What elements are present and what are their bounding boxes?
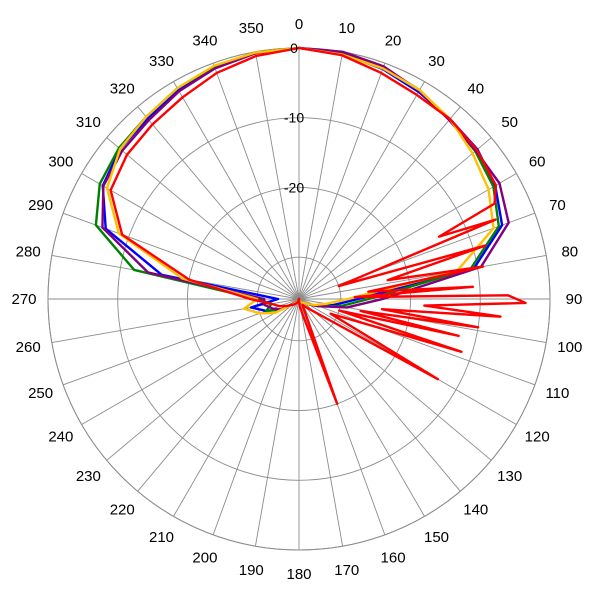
angle-tick-label-340: 340	[192, 33, 217, 50]
angle-tick-label-250: 250	[28, 385, 53, 402]
angle-tick-label-10: 10	[338, 20, 355, 37]
angle-tick-label-320: 320	[110, 80, 135, 97]
angle-tick-label-180: 180	[286, 566, 311, 583]
angle-tick-label-160: 160	[381, 549, 406, 566]
spoke-220	[137, 298, 300, 492]
angle-tick-label-290: 290	[28, 197, 53, 214]
spoke-250	[62, 298, 300, 386]
series-line-4	[109, 46, 527, 406]
spoke-20	[298, 62, 386, 300]
angle-tick-label-110: 110	[545, 385, 569, 402]
angle-tick-label-220: 220	[110, 502, 135, 519]
angle-tick-label-50: 50	[501, 114, 518, 131]
radial-tick-labels: 0 -10 -20	[284, 40, 304, 195]
angle-tick-label-100: 100	[557, 339, 582, 356]
angle-tick-label-240: 240	[48, 429, 73, 446]
spoke-310	[106, 137, 300, 300]
angle-tick-label-90: 90	[566, 291, 583, 308]
angle-tick-label-130: 130	[497, 468, 522, 485]
angle-tick-label-270: 270	[11, 291, 36, 308]
spoke-200	[212, 298, 300, 536]
angle-tick-label-20: 20	[385, 33, 402, 50]
angle-tick-label-350: 350	[239, 20, 264, 37]
angle-tick-label-310: 310	[76, 114, 101, 131]
angle-tick-label-150: 150	[424, 529, 449, 546]
angle-tick-label-70: 70	[549, 197, 566, 214]
angle-tick-label-280: 280	[16, 243, 41, 260]
spoke-50	[298, 137, 492, 300]
angle-tick-label-40: 40	[467, 80, 484, 97]
spoke-290	[62, 212, 300, 300]
radial-tick-label: -20	[284, 179, 304, 195]
spoke-230	[106, 298, 300, 461]
angle-tick-labels: 0 10 20 30 40 50 60 70 80 90 100 110 120 130 140 150 160…	[11, 16, 582, 583]
angle-tick-label-210: 210	[149, 529, 174, 546]
angle-tick-label-120: 120	[525, 429, 550, 446]
ring-2	[117, 117, 481, 481]
angle-tick-label-0: 0	[295, 16, 303, 33]
angle-tick-label-260: 260	[16, 339, 41, 356]
angle-tick-label-200: 200	[192, 549, 217, 566]
angle-tick-label-190: 190	[239, 562, 264, 579]
ring-1	[186, 186, 412, 412]
radial-tick-label: 0	[290, 40, 298, 56]
angle-tick-label-230: 230	[76, 468, 101, 485]
angle-tick-label-140: 140	[463, 502, 488, 519]
angle-tick-label-60: 60	[529, 154, 546, 171]
angle-tick-label-30: 30	[428, 53, 445, 70]
angle-tick-label-170: 170	[334, 562, 359, 579]
angle-tick-label-330: 330	[149, 53, 174, 70]
angle-tick-label-300: 300	[48, 154, 73, 171]
angle-tick-label-80: 80	[561, 243, 578, 260]
series-layer	[94, 46, 527, 406]
spoke-320	[137, 106, 300, 300]
spoke-40	[298, 106, 461, 300]
radial-tick-label: -10	[284, 110, 304, 126]
